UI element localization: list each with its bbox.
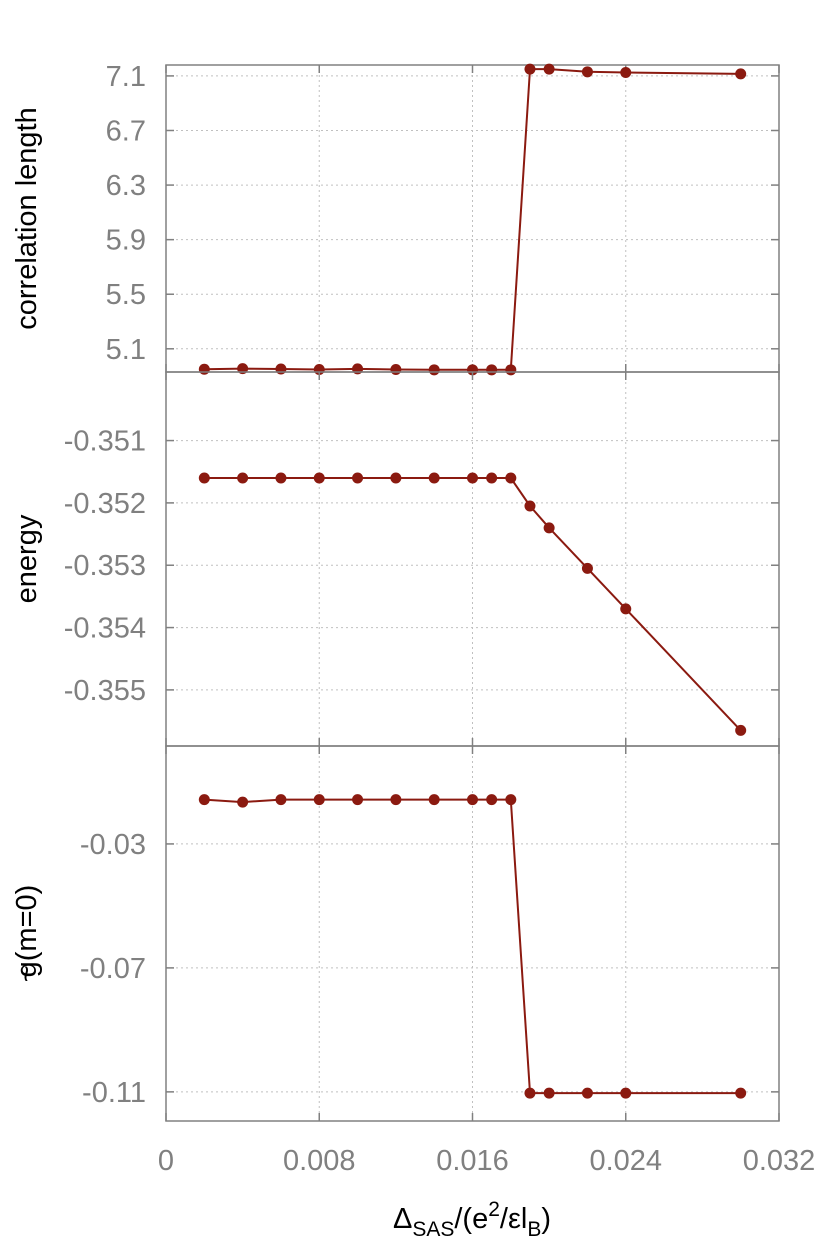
y-tick-label: 6.7: [106, 115, 146, 147]
data-point: [198, 363, 210, 375]
y-tick-label: 5.9: [106, 225, 146, 257]
data-point: [620, 603, 632, 615]
data-point: [620, 67, 632, 79]
data-point: [505, 472, 517, 484]
panel-frame: [165, 745, 780, 1122]
y-tick-label: -0.351: [64, 426, 146, 458]
data-point: [524, 1087, 536, 1099]
y-tick-label: 7.1: [106, 61, 146, 93]
panel-2: -0.351 -0.352 -0.353 -0.354 -0.355 energy: [11, 371, 780, 747]
y-tick-label: -0.353: [64, 550, 146, 582]
data-point: [352, 472, 364, 484]
y-tick-label: -0.355: [64, 675, 146, 707]
data-point: [581, 562, 593, 574]
x-tick-label: 0.008: [283, 1145, 356, 1177]
data-point: [275, 363, 287, 375]
y-tick-label: -0.352: [64, 488, 146, 520]
data-point: [735, 1087, 747, 1099]
series-line: [204, 68, 741, 371]
data-point: [390, 364, 402, 376]
data-point: [428, 794, 440, 806]
x-tick-label: 0.016: [436, 1145, 509, 1177]
data-point: [237, 796, 249, 808]
data-point: [428, 472, 440, 484]
y-axis-label: correlation length: [11, 107, 43, 329]
data-point: [352, 794, 364, 806]
x-tick-label: 0.032: [743, 1145, 816, 1177]
data-point: [735, 724, 747, 736]
data-point: [428, 364, 440, 376]
y-axis-label: ~g(m=0): [11, 885, 43, 983]
y-tick-label: -0.07: [80, 953, 146, 985]
panel-1: 5.1 5.5 5.9 6.3 6.7 7.1 correlation length: [11, 61, 780, 376]
data-point: [275, 794, 287, 806]
data-point: [390, 472, 402, 484]
x-tick-label: 0.024: [589, 1145, 662, 1177]
data-point: [543, 522, 555, 534]
data-point: [524, 63, 536, 75]
data-point: [524, 500, 536, 512]
data-point: [581, 66, 593, 78]
data-point: [735, 68, 747, 80]
x-axis-label: ΔSAS/(e2/εlB): [393, 1198, 551, 1241]
data-point: [198, 472, 210, 484]
data-point: [390, 794, 402, 806]
data-point: [237, 472, 249, 484]
y-tick-label: -0.03: [80, 829, 146, 861]
data-point: [543, 63, 555, 75]
data-point: [467, 794, 478, 806]
data-point: [275, 472, 287, 484]
data-point: [467, 472, 478, 484]
data-point: [486, 794, 498, 806]
data-point: [313, 472, 325, 484]
x-axis: 0 0.008 0.016 0.024 0.032: [158, 1145, 815, 1177]
data-point: [581, 1087, 593, 1099]
y-tick-label: 5.1: [106, 334, 146, 366]
y-tick-label: -0.354: [64, 613, 146, 645]
panel-3: -0.03 -0.07 -0.11 ~g(m=0): [11, 745, 780, 1122]
data-point: [543, 1087, 555, 1099]
y-tick-label: 6.3: [106, 170, 146, 202]
data-point: [198, 794, 210, 806]
chart-panels: 5.1 5.5 5.9 6.3 6.7 7.1 correlation length -0.3…: [11, 61, 780, 1122]
x-tick-label: 0: [158, 1145, 174, 1177]
y-tick-label: -0.11: [82, 1077, 146, 1109]
data-point: [486, 472, 498, 484]
y-axis-label: energy: [11, 514, 43, 603]
data-point: [620, 1087, 632, 1099]
data-point: [505, 794, 517, 806]
y-tick-label: 5.5: [106, 279, 146, 311]
data-point: [313, 794, 325, 806]
data-point: [486, 364, 498, 376]
data-point: [505, 364, 517, 376]
